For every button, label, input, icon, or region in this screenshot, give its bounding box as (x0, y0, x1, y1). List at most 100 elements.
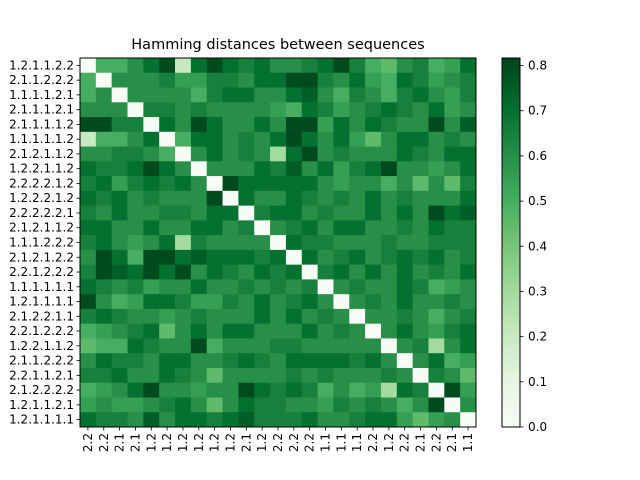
heatmap-cell (396, 382, 414, 398)
heatmap-cell (222, 249, 239, 266)
heatmap-cell (428, 161, 445, 177)
heatmap-cell (428, 249, 445, 266)
heatmap-cell (428, 58, 445, 74)
heatmap-cell (80, 264, 97, 280)
heatmap-cell (412, 338, 429, 354)
heatmap-cell (396, 367, 414, 384)
heatmap-cell (95, 131, 113, 147)
heatmap-cell (190, 382, 208, 398)
heatmap-cell (190, 117, 208, 133)
heatmap-cell (333, 353, 350, 369)
heatmap-cell (317, 220, 334, 236)
heatmap-cell (80, 412, 97, 428)
heatmap-cell (175, 161, 192, 177)
heatmap-cell (80, 102, 97, 118)
heatmap-cell (270, 353, 287, 369)
heatmap-cell (270, 382, 287, 398)
heatmap-cell (175, 131, 192, 147)
heatmap-cell (365, 190, 382, 206)
heatmap-cell (365, 161, 382, 177)
heatmap-cell (222, 176, 239, 192)
heatmap-cell (222, 87, 239, 103)
heatmap-cell (238, 249, 255, 266)
heatmap-cell (222, 205, 239, 221)
heatmap-cell (460, 279, 477, 295)
heatmap-cell (317, 353, 334, 369)
heatmap-cell (428, 117, 445, 133)
heatmap-cell (143, 102, 160, 118)
heatmap-cell (254, 220, 271, 236)
heatmap-cell (254, 382, 271, 398)
heatmap-cell (159, 338, 176, 354)
heatmap-cell (127, 161, 144, 177)
heatmap-cell (428, 279, 445, 295)
heatmap-cell (317, 161, 334, 177)
heatmap-cell (254, 235, 271, 251)
heatmap-cell (365, 176, 382, 192)
column-tick-label: 1.2 (382, 433, 396, 452)
heatmap-cell (222, 412, 239, 428)
heatmap-cell (396, 235, 414, 251)
heatmap-cell (460, 412, 477, 428)
colorbar-tick-label: 0.3 (528, 284, 547, 298)
heatmap-cell (127, 72, 144, 88)
heatmap-cell (190, 412, 208, 428)
heatmap-cell (111, 323, 128, 339)
heatmap-cell (143, 146, 160, 162)
heatmap-cell (143, 205, 160, 221)
heatmap-cell (396, 176, 414, 192)
row-tick-label: 2.2.2.2.2.1 (9, 206, 74, 220)
heatmap-cell (396, 72, 414, 88)
heatmap-cell (365, 294, 382, 310)
heatmap-cell (111, 338, 128, 354)
heatmap-cell (95, 382, 113, 398)
heatmap-cell (159, 87, 176, 103)
heatmap-cell (111, 190, 128, 206)
heatmap-cell (285, 72, 303, 88)
row-tick-label: 1.1.1.1.1.2 (9, 132, 74, 146)
heatmap-cell (270, 235, 287, 251)
heatmap-cell (159, 146, 176, 162)
heatmap-cell (365, 367, 382, 384)
heatmap-cell (127, 264, 144, 280)
column-tick-label: 2.2 (366, 433, 380, 452)
heatmap-cell (412, 264, 429, 280)
heatmap-cell (254, 176, 271, 192)
heatmap-cell (333, 176, 350, 192)
heatmap-cell (206, 176, 223, 192)
heatmap-cell (333, 235, 350, 251)
heatmap-cell (317, 58, 334, 74)
heatmap-cell (206, 190, 223, 206)
row-tick-label: 1.2.1.1.1.1 (9, 413, 74, 427)
heatmap-cell (349, 412, 366, 428)
heatmap-cell (444, 146, 461, 162)
heatmap-cell (222, 367, 239, 384)
heatmap-cell (190, 367, 208, 384)
heatmap-cell (254, 412, 271, 428)
heatmap-cell (444, 294, 461, 310)
heatmap-cell (175, 412, 192, 428)
heatmap-cell (111, 220, 128, 236)
heatmap-cell (175, 338, 192, 354)
heatmap-cell (238, 131, 255, 147)
heatmap-cell (143, 176, 160, 192)
heatmap-cell (95, 235, 113, 251)
column-tick-label: 1.2 (223, 433, 237, 452)
heatmap-cell (159, 294, 176, 310)
heatmap-cell (333, 72, 350, 88)
heatmap-cell (238, 102, 255, 118)
heatmap-cell (444, 338, 461, 354)
heatmap-cell (143, 249, 160, 266)
heatmap-cell (285, 102, 303, 118)
heatmap-cell (460, 235, 477, 251)
heatmap-cell (460, 249, 477, 266)
heatmap-cell (412, 279, 429, 295)
heatmap-cell (175, 264, 192, 280)
heatmap-cell (380, 161, 398, 177)
heatmap-cell (428, 397, 445, 413)
heatmap-cell (206, 279, 223, 295)
heatmap-cell (270, 412, 287, 428)
row-tick-label: 1.2.2.1.1.2 (9, 162, 74, 176)
heatmap-cell (317, 279, 334, 295)
heatmap-cell (380, 367, 398, 384)
